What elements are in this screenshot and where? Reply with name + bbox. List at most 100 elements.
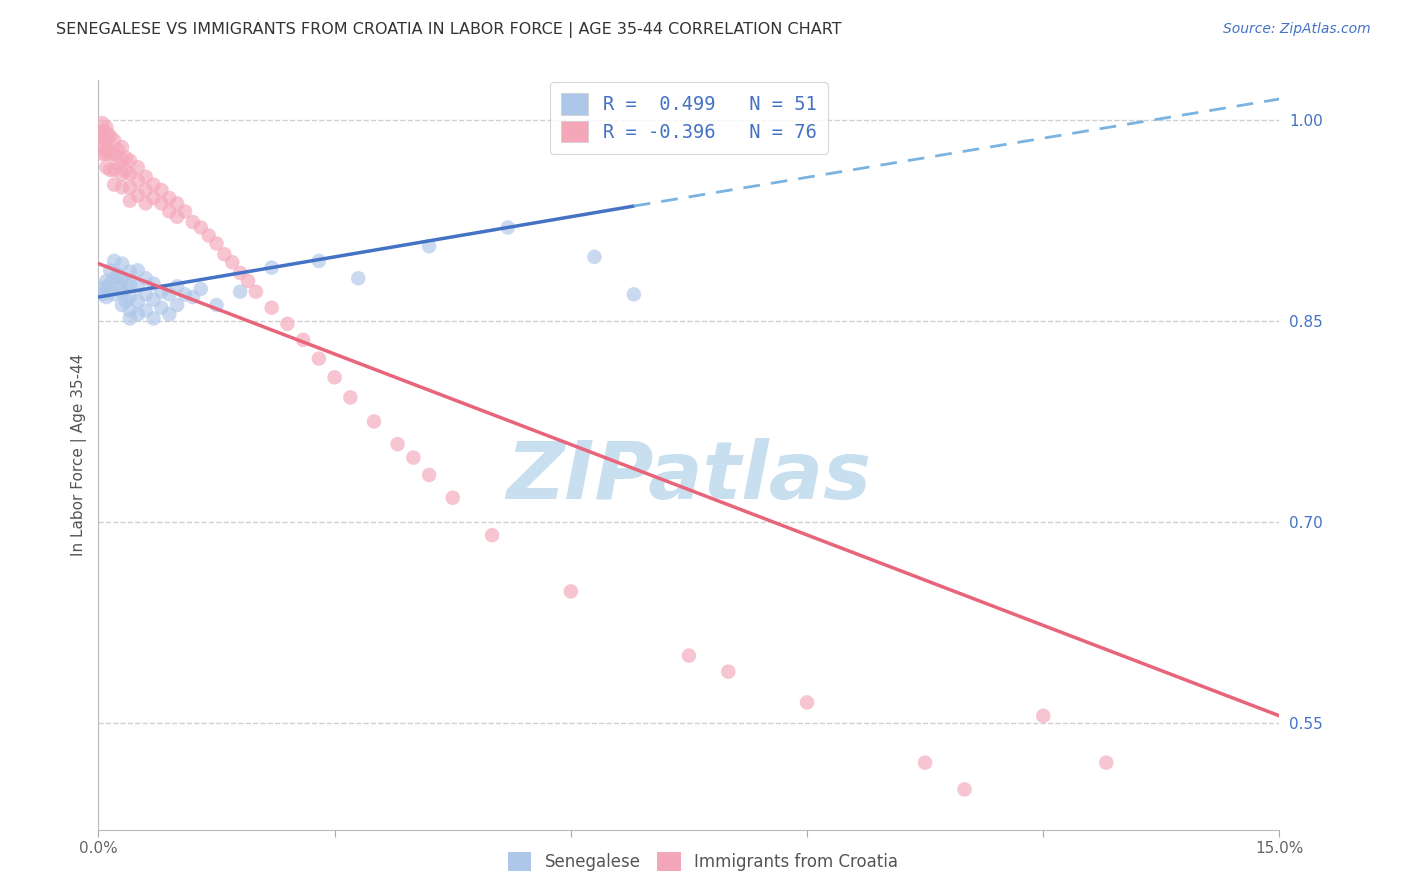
Point: [96, 147, 118, 161]
Point: [118, 303, 141, 318]
Point: [135, 287, 157, 301]
Point: [481, 528, 503, 542]
Point: [166, 210, 188, 224]
Point: [98, 163, 121, 178]
Point: [111, 298, 134, 312]
Point: [111, 167, 134, 181]
Point: [276, 317, 298, 331]
Point: [118, 180, 141, 194]
Point: [103, 147, 125, 161]
Point: [91, 147, 114, 161]
Point: [118, 290, 141, 304]
Point: [245, 285, 267, 299]
Point: [402, 450, 425, 465]
Point: [174, 287, 197, 301]
Point: [103, 254, 125, 268]
Point: [236, 274, 259, 288]
Point: [98, 129, 121, 144]
Point: [157, 191, 180, 205]
Point: [583, 250, 606, 264]
Point: [717, 665, 740, 679]
Point: [98, 147, 121, 161]
Point: [387, 437, 409, 451]
Point: [623, 287, 645, 301]
Point: [441, 491, 464, 505]
Point: [111, 257, 134, 271]
Legend: Senegalese, Immigrants from Croatia: Senegalese, Immigrants from Croatia: [499, 843, 907, 880]
Point: [90, 127, 112, 141]
Point: [96, 281, 118, 295]
Point: [96, 120, 118, 135]
Point: [118, 153, 141, 168]
Point: [135, 303, 157, 318]
Point: [157, 287, 180, 301]
Text: Source: ZipAtlas.com: Source: ZipAtlas.com: [1223, 22, 1371, 37]
Point: [150, 301, 173, 315]
Point: [197, 228, 219, 243]
Point: [91, 116, 114, 130]
Point: [96, 133, 118, 147]
Point: [190, 220, 212, 235]
Point: [221, 255, 243, 269]
Point: [174, 204, 197, 219]
Point: [214, 247, 236, 261]
Point: [111, 271, 134, 285]
Point: [107, 143, 129, 157]
Point: [157, 204, 180, 219]
Point: [914, 756, 936, 770]
Point: [150, 285, 173, 299]
Point: [142, 311, 165, 326]
Point: [418, 239, 440, 253]
Point: [103, 163, 125, 178]
Point: [678, 648, 700, 663]
Point: [127, 188, 149, 202]
Point: [142, 191, 165, 205]
Point: [90, 140, 112, 154]
Point: [560, 584, 582, 599]
Point: [339, 391, 361, 405]
Point: [115, 164, 138, 178]
Point: [91, 287, 114, 301]
Point: [181, 290, 204, 304]
Point: [135, 271, 157, 285]
Point: [260, 301, 283, 315]
Point: [103, 133, 125, 147]
Point: [118, 167, 141, 181]
Point: [115, 151, 138, 165]
Point: [363, 414, 385, 429]
Point: [205, 298, 228, 312]
Point: [91, 281, 114, 295]
Point: [142, 293, 165, 307]
Point: [103, 178, 125, 192]
Point: [111, 140, 134, 154]
Point: [127, 279, 149, 293]
Point: [166, 196, 188, 211]
Text: SENEGALESE VS IMMIGRANTS FROM CROATIA IN LABOR FORCE | AGE 35-44 CORRELATION CHA: SENEGALESE VS IMMIGRANTS FROM CROATIA IN…: [56, 22, 842, 38]
Point: [166, 279, 188, 293]
Point: [166, 298, 188, 312]
Point: [97, 127, 120, 141]
Point: [150, 183, 173, 197]
Legend: R =  0.499   N = 51, R = -0.396   N = 76: R = 0.499 N = 51, R = -0.396 N = 76: [550, 82, 828, 153]
Point: [190, 282, 212, 296]
Point: [308, 351, 330, 366]
Point: [323, 370, 346, 384]
Point: [103, 271, 125, 285]
Point: [111, 285, 134, 299]
Point: [97, 143, 120, 157]
Point: [150, 196, 173, 211]
Point: [98, 263, 121, 277]
Text: ZIPatlas: ZIPatlas: [506, 438, 872, 516]
Point: [496, 220, 519, 235]
Point: [127, 174, 149, 188]
Point: [347, 271, 370, 285]
Point: [260, 260, 283, 275]
Point: [127, 263, 149, 277]
Point: [418, 468, 440, 483]
Point: [93, 140, 115, 154]
Point: [96, 161, 118, 175]
Point: [118, 278, 141, 293]
Point: [103, 287, 125, 301]
Point: [98, 277, 121, 291]
Point: [205, 236, 228, 251]
